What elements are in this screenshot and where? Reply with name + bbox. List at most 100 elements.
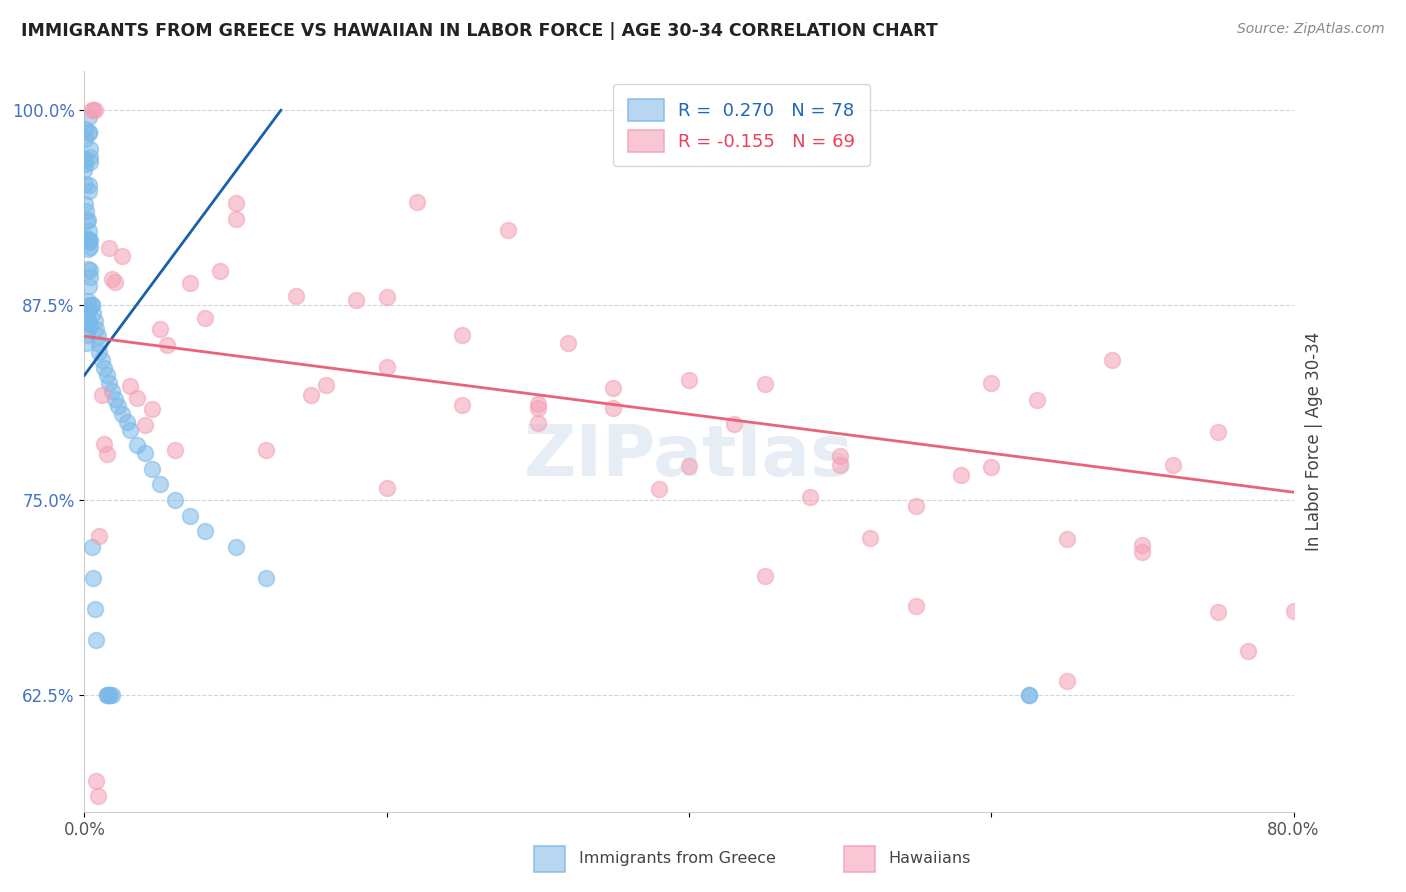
- Point: [830, 458, 852, 472]
- Point: [77, 178, 100, 192]
- Point: [96, 368, 118, 383]
- Point: [75, 335, 97, 350]
- Point: [104, 275, 127, 289]
- Point: [1237, 644, 1260, 658]
- Point: [375, 481, 398, 495]
- Point: [76, 302, 98, 317]
- Point: [96, 688, 118, 702]
- Point: [79, 142, 101, 156]
- Point: [1161, 458, 1184, 473]
- Point: [75, 197, 97, 211]
- Point: [75, 312, 97, 326]
- Point: [77, 213, 100, 227]
- Point: [127, 438, 149, 452]
- Point: [315, 378, 337, 392]
- Point: [149, 477, 172, 491]
- Point: [1056, 532, 1078, 546]
- Point: [80, 298, 103, 312]
- Text: Immigrants from Greece: Immigrants from Greece: [579, 852, 776, 866]
- Point: [127, 391, 149, 405]
- Point: [79, 150, 101, 164]
- Point: [80, 540, 103, 554]
- Point: [346, 293, 368, 308]
- Point: [84, 602, 107, 616]
- Point: [904, 500, 927, 514]
- Point: [77, 243, 100, 257]
- Text: Hawaiians: Hawaiians: [889, 852, 972, 866]
- Point: [980, 376, 1002, 390]
- Point: [77, 297, 100, 311]
- Point: [1282, 604, 1305, 618]
- Point: [557, 335, 579, 350]
- Point: [73, 132, 96, 146]
- Point: [77, 184, 100, 198]
- Point: [225, 196, 247, 211]
- Point: [75, 203, 97, 218]
- Point: [149, 322, 172, 336]
- Point: [406, 194, 429, 209]
- Point: [950, 468, 973, 483]
- Point: [77, 315, 100, 329]
- Point: [76, 304, 98, 318]
- Point: [77, 261, 100, 276]
- Point: [678, 458, 700, 473]
- Point: [76, 214, 98, 228]
- Point: [79, 240, 101, 254]
- Point: [80, 298, 103, 312]
- Point: [104, 392, 127, 406]
- Point: [77, 322, 100, 336]
- Point: [118, 379, 141, 393]
- Point: [165, 442, 187, 457]
- Point: [254, 442, 277, 457]
- Point: [285, 289, 308, 303]
- Point: [179, 276, 201, 290]
- Point: [93, 437, 115, 451]
- Point: [165, 493, 187, 508]
- Point: [86, 633, 108, 648]
- Point: [77, 110, 100, 124]
- Point: [179, 508, 201, 523]
- Point: [89, 529, 111, 543]
- Point: [87, 329, 110, 343]
- Point: [859, 531, 882, 545]
- Point: [980, 460, 1002, 475]
- Point: [79, 263, 101, 277]
- Point: [527, 416, 550, 430]
- Point: [648, 483, 671, 497]
- Point: [73, 156, 96, 170]
- Point: [77, 293, 100, 308]
- Point: [134, 417, 156, 432]
- Point: [225, 540, 247, 554]
- Point: [86, 773, 108, 788]
- Point: [527, 397, 550, 411]
- Point: [100, 271, 122, 285]
- Point: [1206, 425, 1229, 439]
- Point: [76, 231, 98, 245]
- Point: [1130, 538, 1153, 552]
- Point: [134, 446, 156, 460]
- Point: [82, 306, 104, 320]
- Point: [96, 447, 118, 461]
- Point: [194, 524, 217, 538]
- Point: [91, 388, 114, 402]
- Point: [602, 381, 624, 395]
- Point: [754, 568, 776, 582]
- Point: [79, 318, 101, 332]
- Point: [1206, 605, 1229, 619]
- Point: [77, 279, 100, 293]
- Point: [96, 688, 118, 702]
- Point: [98, 688, 121, 702]
- Point: [115, 415, 138, 429]
- Point: [754, 377, 776, 392]
- Point: [73, 177, 96, 191]
- Point: [87, 789, 110, 804]
- Point: [79, 233, 101, 247]
- Point: [100, 384, 122, 398]
- Text: Source: ZipAtlas.com: Source: ZipAtlas.com: [1237, 22, 1385, 37]
- Point: [75, 152, 97, 166]
- Point: [451, 327, 474, 342]
- Point: [375, 290, 398, 304]
- Point: [496, 223, 519, 237]
- Point: [194, 310, 217, 325]
- Point: [156, 338, 179, 352]
